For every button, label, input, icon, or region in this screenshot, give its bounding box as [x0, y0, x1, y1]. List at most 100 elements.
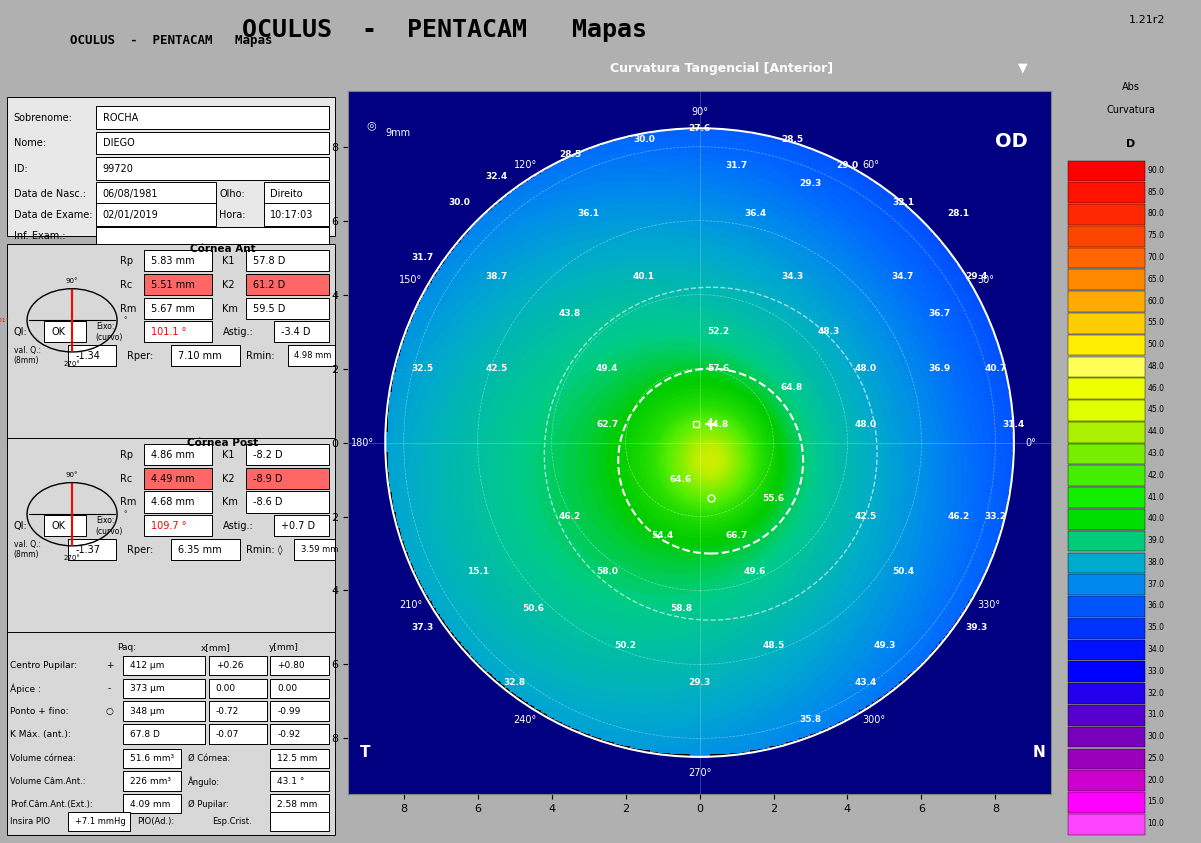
- FancyBboxPatch shape: [124, 724, 205, 744]
- Text: 30.0: 30.0: [1148, 732, 1165, 741]
- Text: Centro Pupilar:: Centro Pupilar:: [11, 662, 77, 670]
- Text: 30.0: 30.0: [633, 135, 655, 144]
- Text: x[mm]: x[mm]: [201, 643, 231, 652]
- Bar: [1068, 313, 1145, 334]
- Text: Rp: Rp: [120, 256, 133, 266]
- Text: -3.4 D: -3.4 D: [281, 327, 310, 337]
- Text: 48.5: 48.5: [763, 642, 784, 651]
- Text: 0.00: 0.00: [277, 685, 298, 693]
- Text: 270°: 270°: [64, 362, 80, 368]
- Text: 50.2: 50.2: [615, 642, 637, 651]
- Text: Rmin: ◊: Rmin: ◊: [246, 545, 283, 555]
- Text: Rper:: Rper:: [126, 545, 153, 555]
- Text: 29.3: 29.3: [800, 180, 821, 188]
- Text: 61.2 D: 61.2 D: [253, 280, 286, 290]
- Text: -0.92: -0.92: [277, 730, 300, 738]
- Text: -8.6 D: -8.6 D: [253, 497, 282, 507]
- Text: 36.4: 36.4: [743, 209, 766, 217]
- Text: 30.0: 30.0: [448, 198, 470, 207]
- Text: 36.7: 36.7: [928, 309, 951, 318]
- Text: QI:: QI:: [13, 521, 28, 531]
- Text: Eixo:
(curvo): Eixo: (curvo): [96, 322, 124, 342]
- Text: ○: ○: [106, 707, 113, 716]
- Text: 45.0: 45.0: [1148, 405, 1165, 415]
- Text: 64.6: 64.6: [670, 475, 692, 484]
- Text: 85.0: 85.0: [1148, 188, 1165, 196]
- Text: 0°: 0°: [1024, 438, 1036, 448]
- Text: 43.4: 43.4: [855, 679, 877, 687]
- Text: 4.98 mm: 4.98 mm: [294, 352, 331, 360]
- Text: Data de Nasc.:: Data de Nasc.:: [13, 189, 85, 199]
- Bar: [1068, 574, 1145, 595]
- Text: 31.7: 31.7: [411, 253, 434, 262]
- FancyBboxPatch shape: [7, 632, 335, 835]
- Text: Inf. Exam.:: Inf. Exam.:: [13, 231, 65, 241]
- FancyBboxPatch shape: [270, 724, 329, 744]
- Text: Km: Km: [222, 303, 238, 314]
- Text: ID:: ID:: [13, 164, 28, 174]
- Text: 57.6: 57.6: [707, 364, 729, 373]
- Bar: [1068, 727, 1145, 748]
- FancyBboxPatch shape: [246, 274, 329, 295]
- Bar: [1068, 683, 1145, 704]
- Text: 1.21r2: 1.21r2: [1129, 14, 1165, 24]
- Text: 0.00: 0.00: [216, 685, 235, 693]
- FancyBboxPatch shape: [68, 345, 116, 366]
- Text: 120°: 120°: [514, 160, 537, 170]
- Text: Curvatura: Curvatura: [1106, 105, 1155, 115]
- Bar: [1068, 182, 1145, 203]
- Text: 5.83 mm: 5.83 mm: [150, 256, 195, 266]
- Bar: [1068, 335, 1145, 356]
- Text: OCULUS  -  PENTACAM   Mapas: OCULUS - PENTACAM Mapas: [241, 18, 647, 41]
- Text: 9mm: 9mm: [386, 127, 411, 137]
- Text: 43.0: 43.0: [1148, 449, 1165, 458]
- Text: 36.1: 36.1: [578, 209, 599, 217]
- Text: N: N: [1033, 745, 1045, 760]
- Text: 64.8: 64.8: [707, 420, 729, 428]
- Text: 57.8 D: 57.8 D: [253, 256, 286, 266]
- FancyBboxPatch shape: [144, 515, 213, 536]
- Text: Ponto + fino:: Ponto + fino:: [11, 707, 68, 716]
- FancyBboxPatch shape: [124, 679, 205, 698]
- FancyBboxPatch shape: [287, 345, 335, 366]
- Text: 226 mm³: 226 mm³: [130, 777, 171, 786]
- Bar: [1068, 792, 1145, 813]
- Text: Abs: Abs: [1122, 82, 1140, 92]
- Text: D: D: [1127, 139, 1135, 149]
- Text: 90°: 90°: [66, 278, 78, 284]
- FancyBboxPatch shape: [7, 244, 335, 447]
- Text: 55.6: 55.6: [763, 493, 784, 502]
- FancyBboxPatch shape: [124, 771, 181, 791]
- Text: 270°: 270°: [688, 768, 711, 778]
- Text: 300°: 300°: [862, 715, 885, 725]
- Text: Córnea Post: Córnea Post: [187, 438, 258, 448]
- Text: 38.7: 38.7: [485, 271, 507, 281]
- Text: 36.9: 36.9: [928, 364, 951, 373]
- Text: 10.0: 10.0: [1148, 819, 1165, 828]
- Text: Volume Câm.Ant.:: Volume Câm.Ant.:: [11, 777, 85, 786]
- Text: 33.0: 33.0: [1148, 667, 1165, 676]
- FancyBboxPatch shape: [144, 298, 213, 319]
- Bar: [1068, 226, 1145, 247]
- FancyBboxPatch shape: [124, 794, 181, 813]
- Text: 15.0: 15.0: [1148, 797, 1165, 807]
- Text: 65.0: 65.0: [1148, 275, 1165, 284]
- Bar: [1068, 749, 1145, 770]
- FancyBboxPatch shape: [144, 250, 213, 271]
- Text: 55.0: 55.0: [1148, 319, 1165, 327]
- Text: 330°: 330°: [976, 600, 1000, 610]
- FancyBboxPatch shape: [144, 491, 213, 513]
- Text: 44.0: 44.0: [1148, 427, 1165, 436]
- FancyBboxPatch shape: [44, 321, 85, 342]
- Text: Curvatura Tangencial [Anterior]: Curvatura Tangencial [Anterior]: [610, 62, 832, 75]
- FancyBboxPatch shape: [124, 749, 181, 768]
- Text: 90°: 90°: [691, 107, 709, 117]
- Text: OK: OK: [52, 521, 65, 531]
- Text: 41.0: 41.0: [1148, 492, 1165, 502]
- Text: Ângulo:: Ângulo:: [189, 776, 220, 787]
- FancyBboxPatch shape: [270, 749, 329, 768]
- Text: +: +: [106, 662, 113, 670]
- Text: Ø Córnea:: Ø Córnea:: [189, 754, 231, 763]
- Text: 60°: 60°: [862, 160, 879, 170]
- Text: 412 μm: 412 μm: [130, 662, 165, 670]
